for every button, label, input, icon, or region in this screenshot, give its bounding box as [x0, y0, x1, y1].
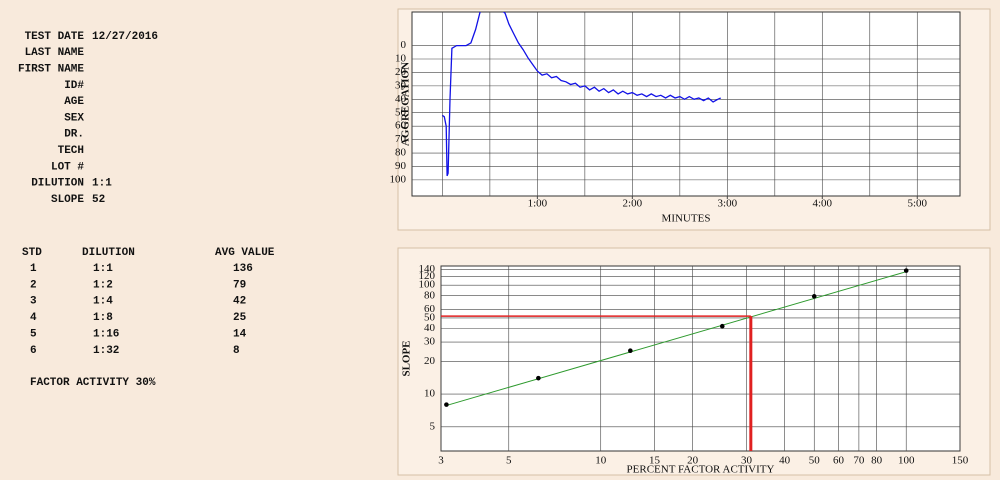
- table-cell: 1: [30, 263, 37, 275]
- x-tick-label: 1:00: [528, 198, 548, 210]
- field-label: AGE: [64, 96, 84, 108]
- x-tick-label: 30: [741, 455, 753, 467]
- y-tick-label: 140: [419, 263, 436, 275]
- y-tick-label: 80: [424, 289, 436, 301]
- field-value: 1:1: [92, 178, 112, 190]
- y-tick-label: 100: [419, 279, 436, 291]
- fit-line: [445, 271, 907, 407]
- plot-area: [440, 265, 961, 452]
- y-tick-label: 20: [395, 66, 407, 78]
- table-cell: 1:4: [93, 296, 113, 308]
- table-cell: 1:2: [93, 279, 113, 291]
- y-tick-label: 0: [401, 39, 407, 51]
- table-cell: 2: [30, 279, 37, 291]
- x-axis-label: MINUTES: [662, 213, 711, 225]
- y-tick-label: 50: [424, 311, 436, 323]
- point: [628, 348, 633, 354]
- y-tick-label: 40: [424, 322, 436, 334]
- y-tick-label: 70: [395, 133, 407, 145]
- table-cell: 5: [30, 329, 37, 341]
- trace: [442, 12, 721, 177]
- table-cell: 6: [30, 345, 37, 357]
- field-label: DR.: [64, 129, 84, 141]
- x-tick-label: 10: [595, 455, 607, 467]
- x-tick-label: 20: [687, 455, 699, 467]
- table-cell: 1:16: [93, 329, 119, 341]
- table-cell: 1:1: [93, 263, 113, 275]
- table-cell: 14: [233, 329, 247, 341]
- y-axis-label: SLOPE: [401, 340, 413, 376]
- field-label: FIRST NAME: [18, 64, 84, 76]
- point: [719, 323, 725, 329]
- field-label: TECH: [58, 145, 84, 157]
- field-label: LAST NAME: [25, 47, 85, 59]
- y-tick-label: 10: [424, 388, 436, 400]
- x-tick-label: 3: [438, 455, 444, 467]
- table-cell: 8: [233, 345, 240, 357]
- table-header: DILUTION: [82, 247, 135, 259]
- x-tick-label: 50: [809, 455, 821, 467]
- table-cell: 1:32: [93, 345, 119, 357]
- x-tick-label: 5: [506, 455, 512, 467]
- x-tick-label: 40: [779, 455, 791, 467]
- y-tick-label: 40: [395, 93, 407, 105]
- table-cell: 42: [233, 296, 246, 308]
- x-tick-label: 3:00: [718, 198, 738, 210]
- x-axis-label: PERCENT FACTOR ACTIVITY: [627, 464, 775, 476]
- table-cell: 3: [30, 296, 37, 308]
- table-header: AVG VALUE: [215, 247, 275, 259]
- y-tick-label: 30: [424, 336, 436, 348]
- y-tick-label: 10: [395, 53, 407, 65]
- table-cell: 25: [233, 312, 247, 324]
- point: [536, 375, 541, 381]
- y-tick-label: 60: [395, 120, 407, 132]
- table-cell: 4: [30, 312, 37, 324]
- y-tick-label: 60: [424, 303, 436, 315]
- y-tick-label: 20: [424, 355, 436, 367]
- x-tick-label: 70: [853, 455, 865, 467]
- y-tick-label: 120: [419, 270, 436, 282]
- y-tick-label: 5: [430, 420, 436, 432]
- field-label: LOT #: [51, 161, 84, 173]
- x-tick-label: 60: [833, 455, 845, 467]
- factor-activity: FACTOR ACTIVITY 30%: [30, 377, 156, 389]
- table-cell: 136: [233, 263, 253, 275]
- table-header: STD: [22, 247, 42, 259]
- y-axis-label: AGGREGATION: [400, 62, 412, 146]
- point: [811, 294, 817, 299]
- x-tick-label: 150: [952, 455, 969, 467]
- x-tick-label: 80: [871, 455, 883, 467]
- field-label: TEST DATE: [25, 31, 85, 43]
- x-tick-label: 100: [898, 455, 915, 467]
- y-tick-label: 80: [395, 147, 407, 159]
- field-value: 52: [92, 194, 105, 206]
- y-tick-label: 50: [395, 106, 407, 118]
- y-tick-label: 90: [395, 160, 407, 172]
- field-label: SEX: [64, 112, 84, 124]
- field-value: 12/27/2016: [92, 31, 158, 43]
- x-tick-label: 15: [649, 455, 661, 467]
- x-tick-label: 4:00: [813, 198, 833, 210]
- table-cell: 1:8: [93, 312, 113, 324]
- field-label: SLOPE: [51, 194, 84, 206]
- y-tick-label: 100: [390, 173, 407, 185]
- field-label: DILUTION: [31, 178, 84, 190]
- y-tick-label: 30: [395, 79, 407, 91]
- field-label: ID#: [64, 80, 84, 92]
- plot-area: [411, 11, 961, 197]
- point: [444, 402, 449, 407]
- x-tick-label: 5:00: [907, 198, 927, 210]
- point: [903, 268, 909, 273]
- table-cell: 79: [233, 279, 246, 291]
- x-tick-label: 2:00: [623, 198, 643, 210]
